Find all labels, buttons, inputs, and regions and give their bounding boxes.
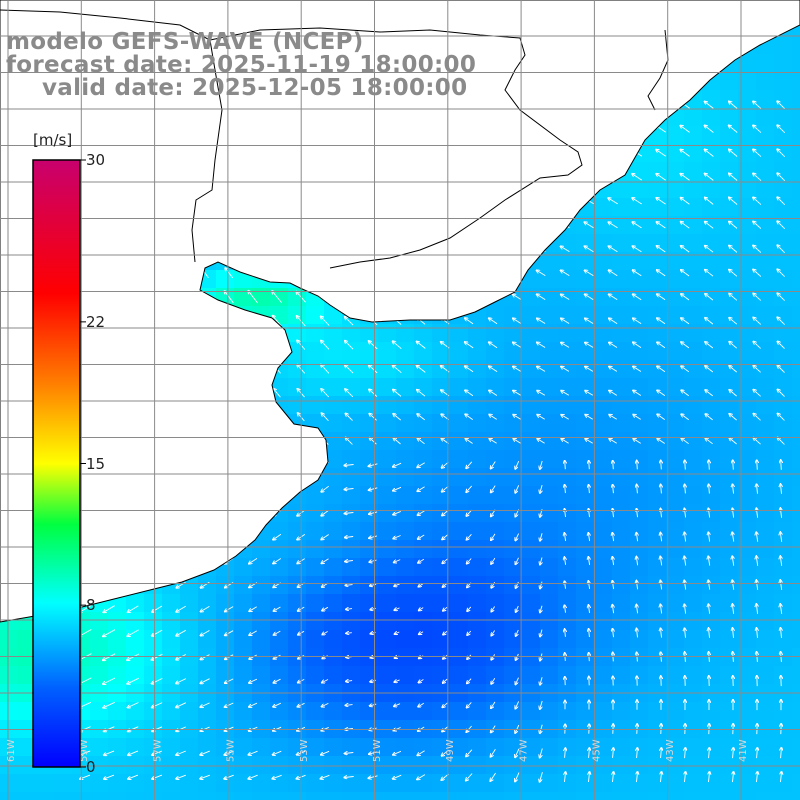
valid-date: valid date: 2025-12-05 18:00:00 <box>42 75 468 101</box>
lon-label: 41W <box>738 739 749 762</box>
forecast-date: forecast date: 2025-11-19 18:00:00 <box>6 52 477 78</box>
lon-label: 55W <box>226 739 237 762</box>
lon-label: 45W <box>592 739 603 762</box>
lon-label: 53W <box>299 739 310 762</box>
lon-label: 47W <box>518 739 529 762</box>
land-mass <box>0 0 800 623</box>
colorbar-scale <box>32 159 81 768</box>
colorbar-tick-label: 22 <box>86 312 106 331</box>
colorbar-tick-label: 8 <box>86 596 96 615</box>
longitude-labels: 61W 59W 57W 55W 53W 51W 49W 47W 45W 43W 41W <box>6 739 749 762</box>
colorbar-unit-label: [m/s] <box>33 131 73 149</box>
colorbar-tick-label: 0 <box>86 758 96 776</box>
lon-label: 61W <box>6 739 17 762</box>
lon-label: 51W <box>372 739 383 762</box>
lon-label: 49W <box>445 739 456 762</box>
lon-label: 57W <box>152 739 163 762</box>
lon-label: 59W <box>79 739 90 762</box>
colorbar-tick-marks <box>80 159 86 768</box>
colorbar-tick-label: 15 <box>86 454 106 473</box>
coastline-interior <box>0 9 669 269</box>
model-title: modelo GEFS-WAVE (NCEP) <box>6 29 364 55</box>
colorbar-tick-label: 30 <box>86 151 106 169</box>
lon-label: 43W <box>665 739 676 762</box>
